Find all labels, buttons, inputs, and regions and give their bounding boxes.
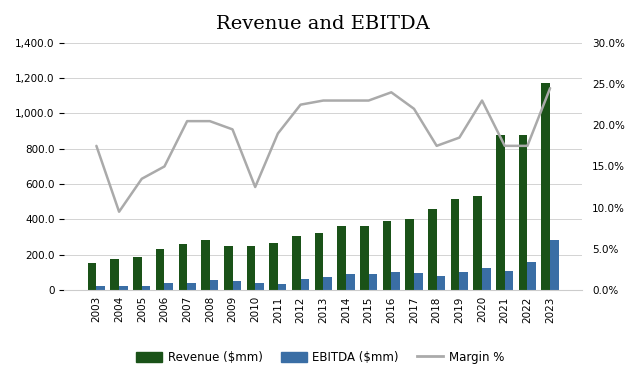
Bar xyxy=(451,199,460,290)
Bar xyxy=(414,273,422,290)
Margin % xyxy=(501,144,509,148)
Bar xyxy=(460,272,468,290)
Bar xyxy=(482,268,491,290)
Margin % xyxy=(387,90,395,95)
Margin % xyxy=(365,98,372,103)
Bar xyxy=(187,283,196,290)
Margin % xyxy=(410,106,418,111)
Bar xyxy=(224,246,232,290)
Bar xyxy=(360,226,369,290)
Margin % xyxy=(547,86,554,91)
Bar xyxy=(315,233,323,290)
Margin % xyxy=(342,98,350,103)
Bar xyxy=(111,259,119,290)
Bar xyxy=(323,277,332,290)
Bar xyxy=(519,135,527,290)
Title: Revenue and EBITDA: Revenue and EBITDA xyxy=(216,15,430,33)
Bar xyxy=(505,272,513,290)
Bar xyxy=(119,286,128,290)
Bar xyxy=(97,286,105,290)
Bar xyxy=(179,244,187,290)
Margin % xyxy=(138,177,146,181)
Margin % xyxy=(319,98,327,103)
Bar xyxy=(496,135,505,290)
Bar xyxy=(210,280,218,290)
Margin % xyxy=(433,144,440,148)
Margin % xyxy=(93,144,100,148)
Bar xyxy=(391,272,400,290)
Margin % xyxy=(297,102,305,107)
Bar xyxy=(527,262,536,290)
Margin % xyxy=(161,164,168,169)
Bar xyxy=(292,236,301,290)
Margin % xyxy=(524,144,531,148)
Margin % xyxy=(228,127,236,132)
Bar xyxy=(428,209,436,290)
Margin % xyxy=(456,135,463,140)
Bar xyxy=(88,263,97,290)
Bar xyxy=(232,281,241,290)
Bar xyxy=(201,240,210,290)
Bar xyxy=(142,286,150,290)
Legend: Revenue ($mm), EBITDA ($mm), Margin %: Revenue ($mm), EBITDA ($mm), Margin % xyxy=(131,347,509,369)
Margin % xyxy=(252,185,259,189)
Bar xyxy=(246,246,255,290)
Bar xyxy=(369,274,377,290)
Bar xyxy=(301,279,309,290)
Margin % xyxy=(206,119,214,124)
Bar xyxy=(541,83,550,290)
Bar xyxy=(269,243,278,290)
Bar xyxy=(436,276,445,290)
Margin % xyxy=(183,119,191,124)
Bar xyxy=(337,226,346,290)
Bar xyxy=(346,274,355,290)
Bar xyxy=(164,283,173,290)
Bar xyxy=(405,219,414,290)
Bar xyxy=(255,283,264,290)
Line: Margin %: Margin % xyxy=(97,88,550,212)
Bar xyxy=(156,249,164,290)
Margin % xyxy=(274,131,282,136)
Bar xyxy=(550,240,559,290)
Bar xyxy=(278,284,287,290)
Bar xyxy=(474,196,482,290)
Bar xyxy=(133,257,142,290)
Bar xyxy=(383,221,391,290)
Margin % xyxy=(115,210,123,214)
Margin % xyxy=(478,98,486,103)
